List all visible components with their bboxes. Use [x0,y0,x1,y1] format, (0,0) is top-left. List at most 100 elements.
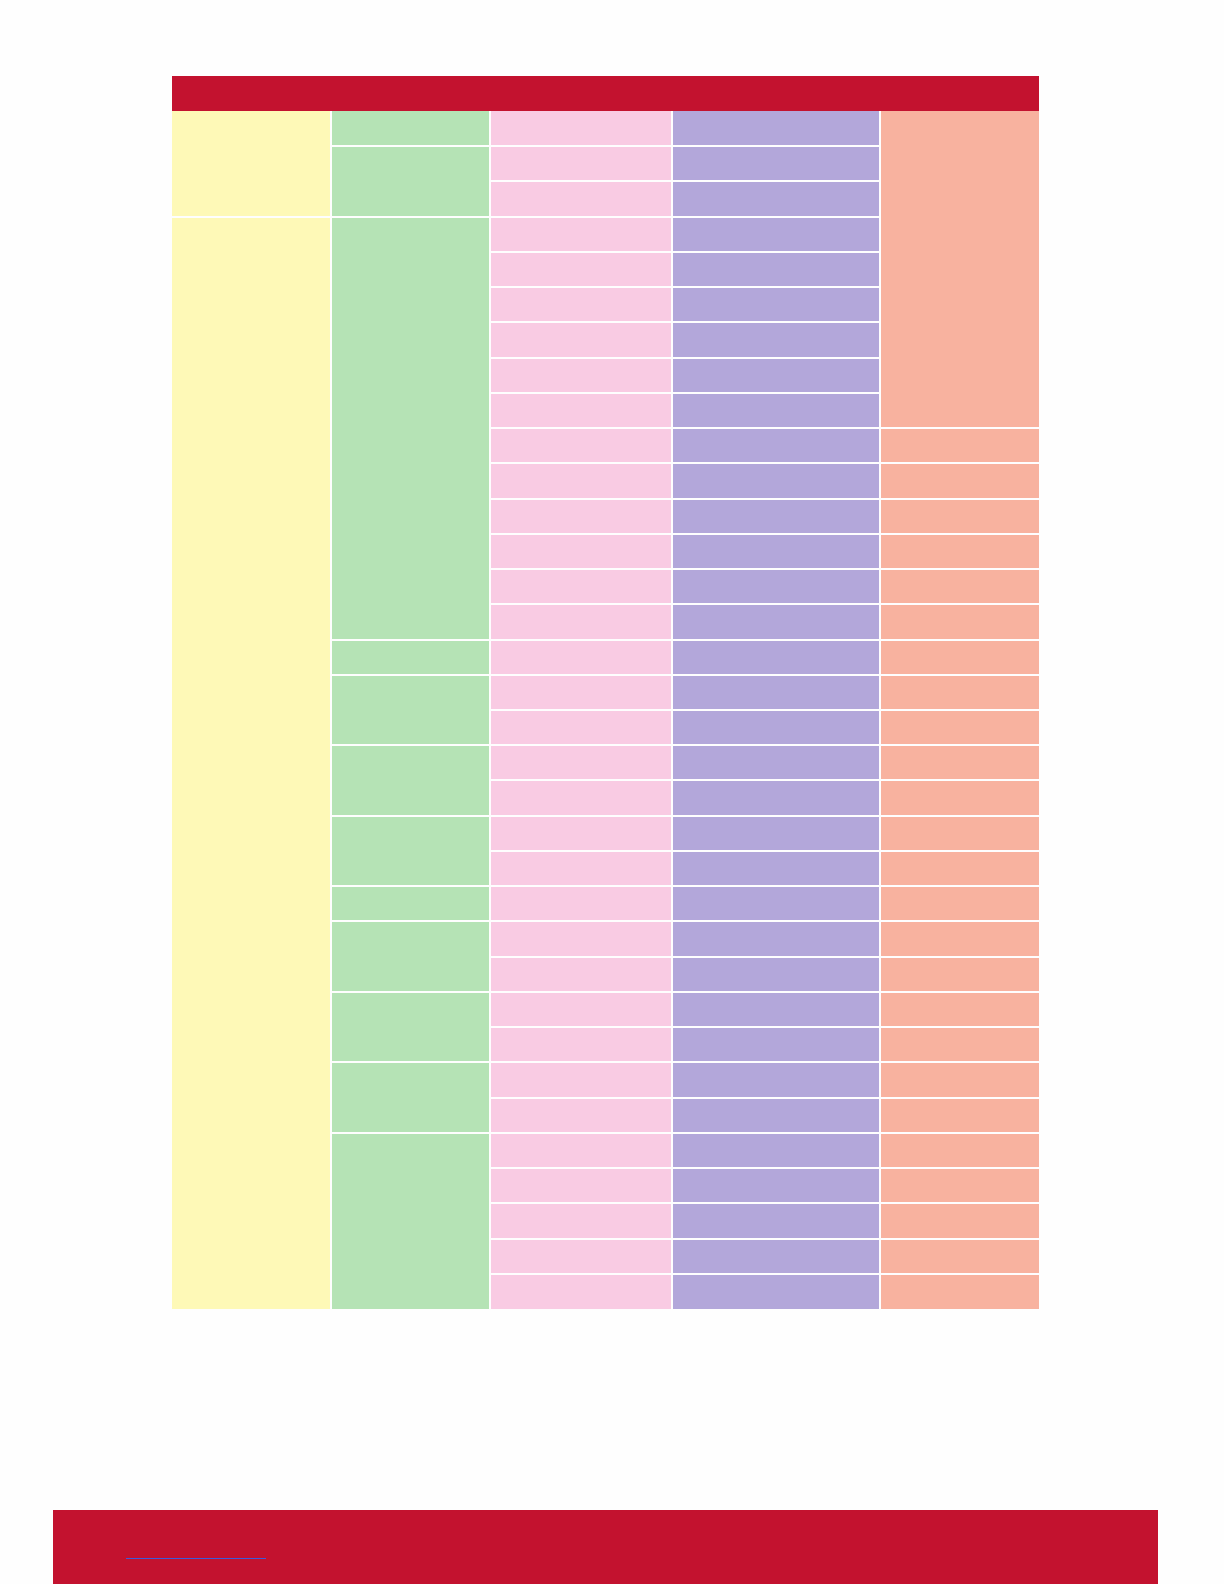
salmon-cell [881,922,1039,956]
yellow-cell [172,111,330,216]
purple-cell [673,887,879,921]
purple-cell [673,217,879,251]
purple-cell [673,992,879,1027]
salmon-cell [881,499,1039,533]
pink-cell [491,1063,671,1097]
purple-cell [673,1274,879,1309]
purple-cell [673,534,879,569]
salmon-cell [881,1239,1039,1273]
purple-cell [673,464,879,498]
purple-cell [673,1133,879,1168]
green-cell [332,887,489,921]
salmon-cell [881,570,1039,604]
purple-cell [673,922,879,956]
purple-cell [673,1204,879,1238]
footer-band [53,1510,1158,1584]
purple-cell [673,640,879,674]
purple-cell [673,1169,879,1203]
salmon-cell [881,816,1039,850]
pink-cell [491,1133,671,1168]
salmon-cell [881,1028,1039,1062]
table-header [172,76,1039,111]
green-cell [332,816,489,886]
yellow-cell [172,217,330,1309]
green-cell [332,746,489,815]
green-cell [332,217,489,639]
pink-cell [491,570,671,604]
purple-cell [673,358,879,392]
pink-cell [491,534,671,569]
green-cell [332,111,489,146]
pink-cell [491,816,671,850]
purple-cell [673,499,879,533]
salmon-cell [881,1204,1039,1238]
green-cell [332,640,489,674]
pink-cell [491,1239,671,1273]
purple-cell [673,288,879,322]
purple-cell [673,323,879,357]
purple-cell [673,605,879,639]
purple-cell [673,1239,879,1273]
salmon-cell [881,1133,1039,1168]
pink-cell [491,499,671,533]
pink-cell [491,1169,671,1203]
pink-cell [491,1274,671,1309]
salmon-cell [881,429,1039,463]
pink-cell [491,393,671,428]
pink-cell [491,992,671,1027]
pink-cell [491,1098,671,1132]
pink-cell [491,781,671,815]
pink-cell [491,675,671,709]
purple-cell [673,1028,879,1062]
pink-cell [491,288,671,322]
salmon-cell [881,851,1039,886]
green-cell [332,1063,489,1132]
purple-cell [673,957,879,991]
pink-cell [491,323,671,357]
pink-cell [491,464,671,498]
salmon-cell [881,1063,1039,1097]
pink-cell [491,711,671,745]
pink-cell [491,358,671,392]
pink-cell [491,605,671,639]
purple-cell [673,111,879,146]
salmon-cell [881,746,1039,780]
salmon-cell [881,605,1039,639]
salmon-cell [881,111,1039,428]
pink-cell [491,252,671,287]
salmon-cell [881,992,1039,1027]
salmon-cell [881,675,1039,709]
purple-cell [673,252,879,287]
pink-cell [491,111,671,146]
purple-cell [673,675,879,709]
pink-cell [491,1028,671,1062]
footer-link[interactable] [126,1558,266,1559]
pink-cell [491,887,671,921]
pink-cell [491,147,671,181]
salmon-cell [881,887,1039,921]
pink-cell [491,957,671,991]
salmon-cell [881,640,1039,674]
pink-cell [491,1204,671,1238]
pink-cell [491,429,671,463]
green-cell [332,675,489,745]
purple-cell [673,393,879,428]
salmon-cell [881,534,1039,569]
pink-cell [491,746,671,780]
salmon-cell [881,957,1039,991]
purple-cell [673,851,879,886]
pink-cell [491,640,671,674]
purple-cell [673,1098,879,1132]
green-cell [332,147,489,216]
green-cell [332,992,489,1062]
purple-cell [673,147,879,181]
salmon-cell [881,1169,1039,1203]
pink-cell [491,217,671,251]
pink-cell [491,922,671,956]
purple-cell [673,570,879,604]
purple-cell [673,182,879,216]
salmon-cell [881,1098,1039,1132]
pink-cell [491,182,671,216]
purple-cell [673,816,879,850]
pink-cell [491,851,671,886]
